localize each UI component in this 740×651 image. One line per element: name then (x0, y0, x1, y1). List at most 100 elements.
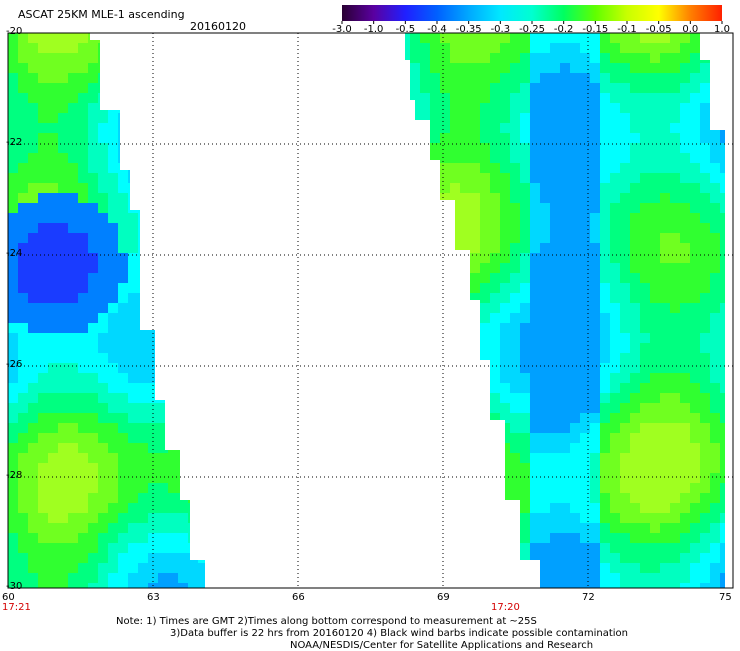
heat-cell (118, 453, 129, 464)
heat-cell (68, 393, 79, 404)
heat-cell (405, 203, 411, 214)
heat-cell (550, 323, 561, 334)
heat-cell (600, 473, 611, 484)
heat-cell (178, 93, 189, 104)
heat-cell (18, 333, 29, 344)
heat-cell (8, 203, 19, 214)
heat-cell (158, 353, 169, 364)
heat-cell (208, 523, 219, 534)
heat-cell (580, 423, 591, 434)
heat-cell (560, 183, 571, 194)
heat-cell (420, 323, 431, 334)
heat-cell (48, 503, 59, 514)
heat-cell (188, 413, 199, 424)
heat-cell (570, 83, 581, 94)
heat-cell (78, 53, 89, 64)
heat-cell (730, 163, 740, 174)
heat-cell (670, 313, 681, 324)
heat-cell (680, 103, 691, 114)
heat-cell (650, 153, 661, 164)
heat-cell (168, 33, 179, 44)
heat-cell (158, 203, 169, 214)
heat-cell (208, 543, 219, 554)
heat-cell (470, 133, 481, 144)
heat-cell (600, 373, 611, 384)
heat-cell (188, 243, 199, 254)
map-date: 20160120 (190, 20, 246, 33)
heat-cell (108, 163, 119, 174)
heat-cell (680, 283, 691, 294)
heat-cell (570, 423, 581, 434)
heat-cell (88, 163, 99, 174)
heat-cell (420, 463, 431, 474)
heat-cell (480, 463, 491, 474)
heat-cell (148, 503, 159, 514)
heat-cell (460, 93, 471, 104)
heat-cell (168, 343, 179, 354)
heat-cell (610, 43, 621, 54)
heat-cell (670, 173, 681, 184)
heat-cell (480, 373, 491, 384)
heat-cell (630, 103, 641, 114)
heat-cell (590, 493, 601, 504)
heat-cell (48, 203, 59, 214)
heat-cell (18, 513, 29, 524)
heat-cell (128, 33, 139, 44)
heat-cell (650, 103, 661, 114)
heat-cell (168, 553, 179, 564)
heat-cell (58, 43, 69, 54)
heat-cell (460, 573, 471, 584)
heat-cell (710, 243, 721, 254)
heat-cell (690, 143, 701, 154)
heat-cell (730, 513, 740, 524)
heat-cell (550, 103, 561, 114)
heat-cell (680, 123, 691, 134)
heat-cell (690, 423, 701, 434)
heat-cell (680, 163, 691, 174)
heat-cell (690, 103, 701, 114)
heat-cell (118, 463, 129, 474)
heat-cell (440, 233, 451, 244)
heat-cell (138, 173, 149, 184)
heat-cell (660, 173, 671, 184)
heat-cell (510, 243, 521, 254)
heat-cell (128, 233, 139, 244)
heat-cell (610, 273, 621, 284)
heat-cell (490, 223, 501, 234)
heat-cell (490, 163, 501, 174)
heat-cell (550, 383, 561, 394)
heat-cell (8, 173, 19, 184)
heat-cell (148, 493, 159, 504)
heat-cell (640, 83, 651, 94)
heat-cell (8, 153, 19, 164)
heat-cell (410, 393, 421, 404)
heat-cell (188, 573, 199, 584)
heat-cell (670, 433, 681, 444)
heat-cell (410, 133, 421, 144)
heat-cell (58, 443, 69, 454)
heat-cell (168, 393, 179, 404)
heat-cell (8, 93, 19, 104)
heat-cell (660, 433, 671, 444)
heat-cell (38, 353, 49, 364)
heat-cell (730, 233, 740, 244)
heat-cell (28, 203, 39, 214)
heat-cell (700, 413, 711, 424)
heat-cell (108, 113, 119, 124)
heat-cell (570, 463, 581, 474)
heat-cell (510, 133, 521, 144)
heat-cell (660, 223, 671, 234)
heat-cell (560, 63, 571, 74)
heat-cell (530, 563, 541, 574)
heat-cell (208, 573, 219, 584)
heat-cell (8, 373, 19, 384)
heat-cell (440, 263, 451, 274)
heat-cell (600, 383, 611, 394)
heat-cell (650, 453, 661, 464)
heat-cell (520, 163, 531, 174)
heat-cell (610, 533, 621, 544)
heat-cell (98, 423, 109, 434)
heat-cell (440, 293, 451, 304)
heat-cell (208, 83, 219, 94)
heat-cell (490, 353, 501, 364)
